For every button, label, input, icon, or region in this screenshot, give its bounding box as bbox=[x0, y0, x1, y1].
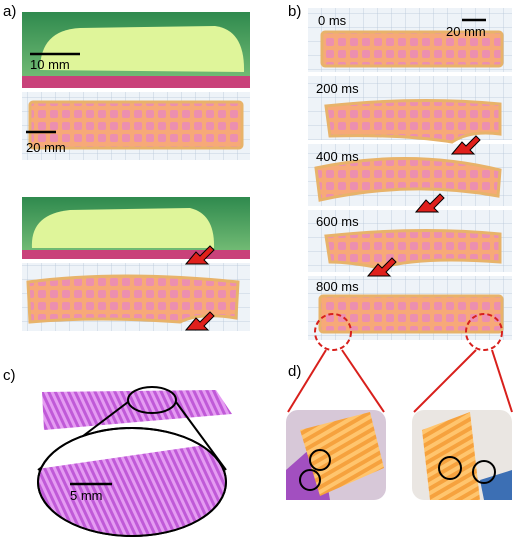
panel-label: c) bbox=[3, 367, 16, 384]
scale-label: 20 mm bbox=[446, 24, 486, 39]
frame-time: 600 ms bbox=[316, 214, 359, 229]
panel-label: b) bbox=[288, 3, 301, 20]
arrow bbox=[450, 135, 481, 155]
arrow bbox=[366, 257, 397, 277]
caterpillar-photo bbox=[22, 197, 250, 259]
frame-time: 0 ms bbox=[318, 13, 347, 28]
frame bbox=[308, 276, 512, 340]
frame bbox=[308, 8, 512, 72]
scale-label: 5 mm bbox=[70, 488, 103, 503]
scale-label: 20 mm bbox=[26, 140, 66, 155]
frame-time: 400 ms bbox=[316, 149, 359, 164]
zoom-line bbox=[341, 349, 385, 413]
panel-label: d) bbox=[288, 363, 301, 380]
frame bbox=[308, 76, 512, 144]
detail-photo bbox=[286, 410, 386, 500]
detail-photo bbox=[412, 410, 512, 500]
arrow bbox=[184, 311, 215, 331]
zoom-line bbox=[287, 349, 327, 413]
panel-label: a) bbox=[3, 3, 16, 20]
zoom-line bbox=[491, 349, 513, 413]
texture-photo bbox=[37, 386, 232, 537]
scale-label: 10 mm bbox=[30, 57, 70, 72]
zoom-circle bbox=[314, 313, 352, 351]
caterpillar-photo bbox=[22, 12, 250, 88]
robot-photo bbox=[22, 263, 250, 331]
frame bbox=[308, 210, 512, 272]
arrow bbox=[184, 245, 215, 265]
arrow bbox=[414, 193, 445, 213]
frame bbox=[308, 144, 512, 206]
zoom-line bbox=[413, 349, 477, 413]
zoom-circle bbox=[465, 313, 503, 351]
frame-time: 800 ms bbox=[316, 279, 359, 294]
frame-time: 200 ms bbox=[316, 81, 359, 96]
robot-photo bbox=[22, 92, 250, 160]
